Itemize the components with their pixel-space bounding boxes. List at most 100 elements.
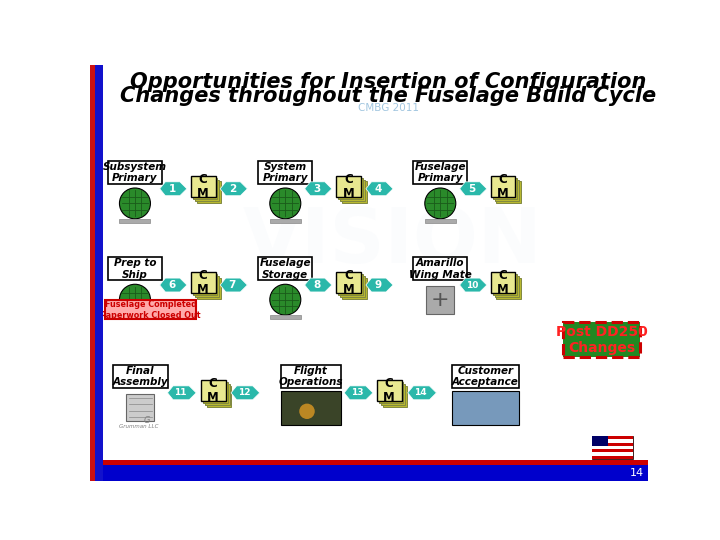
Text: C
M: C M [197, 173, 209, 200]
Bar [201, 380, 225, 401]
Bar [593, 446, 632, 449]
Text: 5: 5 [468, 184, 475, 194]
Text: 10: 10 [466, 280, 478, 289]
Bar [281, 365, 341, 388]
Bar [452, 390, 518, 425]
Bar [593, 439, 632, 443]
Text: 14: 14 [630, 468, 644, 478]
Text: C
M: C M [343, 269, 355, 296]
Bar [452, 365, 518, 388]
Text: Final
Assembly: Final Assembly [112, 366, 168, 388]
Polygon shape [160, 278, 187, 292]
Bar [338, 274, 363, 295]
Text: Post DD250
Changes: Post DD250 Changes [556, 325, 647, 355]
Text: Changes throughout the Fuselage Build Cycle: Changes throughout the Fuselage Build Cy… [120, 86, 657, 106]
Bar [342, 278, 367, 299]
Text: C
M: C M [383, 377, 395, 404]
Text: Fuselage
Storage: Fuselage Storage [259, 258, 311, 280]
Text: 3: 3 [313, 184, 320, 194]
Text: Grumman LLC: Grumman LLC [119, 424, 158, 429]
Bar [258, 257, 312, 280]
Text: C
M: C M [207, 377, 219, 404]
Bar [593, 456, 632, 459]
Bar [108, 257, 162, 280]
Text: Amarillo
Wing Mate: Amarillo Wing Mate [409, 258, 472, 280]
Bar [193, 178, 217, 199]
Text: CMBG 2011: CMBG 2011 [358, 103, 419, 113]
Bar [495, 179, 519, 201]
Bar [336, 272, 361, 294]
Bar [563, 322, 640, 357]
Text: C
M: C M [498, 269, 509, 296]
Bar [426, 286, 454, 314]
Bar [593, 449, 632, 453]
Polygon shape [344, 386, 373, 400]
Bar [90, 465, 648, 481]
Bar [593, 453, 632, 456]
Bar [425, 219, 456, 222]
Bar [338, 178, 363, 199]
Bar [497, 181, 521, 203]
Bar [341, 179, 365, 201]
Polygon shape [168, 386, 196, 400]
Bar [593, 443, 632, 446]
Bar [127, 394, 154, 421]
Bar [191, 176, 215, 197]
Bar [197, 278, 221, 299]
Bar [104, 300, 196, 319]
Bar [90, 460, 648, 465]
Text: Fuselage
Primary: Fuselage Primary [415, 162, 466, 184]
Text: Fuselage Completed
Paperwork Closed Out: Fuselage Completed Paperwork Closed Out [100, 300, 201, 320]
Text: 14: 14 [414, 388, 427, 397]
Bar [113, 365, 168, 388]
Text: C
M: C M [498, 173, 509, 200]
Bar [90, 65, 96, 481]
Bar [593, 436, 608, 446]
Bar [379, 382, 403, 403]
Bar [563, 322, 640, 357]
Text: 9: 9 [374, 280, 382, 290]
Bar [270, 315, 301, 319]
Bar [492, 178, 518, 199]
Text: C
M: C M [197, 269, 209, 296]
Polygon shape [160, 182, 187, 195]
Text: Opportunities for Insertion of Configuration: Opportunities for Insertion of Configura… [130, 72, 647, 92]
Bar [490, 176, 516, 197]
Text: 6: 6 [168, 280, 176, 290]
Bar [490, 272, 516, 294]
Bar [270, 219, 301, 222]
Bar [193, 274, 217, 295]
Polygon shape [220, 278, 248, 292]
Text: 11: 11 [174, 388, 186, 397]
Text: 4: 4 [374, 184, 382, 194]
Text: 2: 2 [229, 184, 236, 194]
Bar [336, 176, 361, 197]
Circle shape [120, 188, 150, 219]
Bar [120, 315, 150, 319]
Bar [203, 382, 228, 403]
Bar [413, 257, 467, 280]
Polygon shape [220, 182, 248, 195]
Bar [194, 276, 220, 298]
Polygon shape [231, 386, 260, 400]
Bar [258, 161, 312, 184]
Bar [197, 181, 221, 203]
Text: Subsystem
Primary: Subsystem Primary [103, 162, 167, 184]
Bar [341, 276, 365, 298]
Text: 13: 13 [351, 388, 364, 397]
Text: Prep to
Ship: Prep to Ship [114, 258, 156, 280]
Bar [108, 161, 162, 184]
Bar [492, 274, 518, 295]
Bar [497, 278, 521, 299]
Bar [593, 436, 632, 439]
Polygon shape [408, 386, 436, 400]
Polygon shape [366, 278, 393, 292]
Polygon shape [459, 182, 487, 195]
Text: 7: 7 [229, 280, 236, 290]
Text: 1: 1 [168, 184, 176, 194]
Bar [191, 272, 215, 294]
Bar [281, 390, 341, 425]
Polygon shape [305, 182, 332, 195]
Circle shape [270, 188, 301, 219]
Polygon shape [305, 278, 332, 292]
